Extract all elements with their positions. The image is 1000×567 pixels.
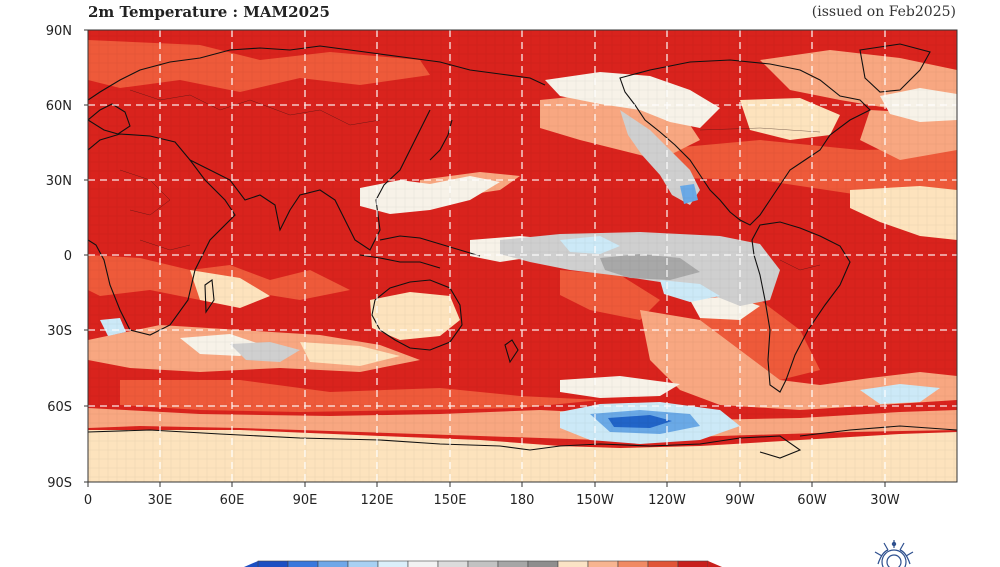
colorbar-swatch bbox=[617, 560, 649, 567]
colorbar-right-arrow bbox=[708, 561, 722, 567]
colorbar-swatch bbox=[287, 560, 319, 567]
colorbar-swatch bbox=[377, 560, 409, 567]
colorbar bbox=[244, 560, 722, 567]
map-title: 2m Temperature : MAM2025 bbox=[88, 3, 330, 21]
lon-label-150e: 150E bbox=[433, 493, 466, 508]
lon-label-90e: 90E bbox=[293, 493, 318, 508]
lat-label-0: 0 bbox=[64, 249, 72, 264]
lat-label-90s: 90S bbox=[47, 476, 72, 491]
lon-label-60e: 60E bbox=[220, 493, 245, 508]
wmo-emblem-icon bbox=[874, 540, 914, 567]
colorbar-swatch bbox=[527, 560, 559, 567]
lon-label-90w: 90W bbox=[725, 493, 755, 508]
colorbar-left-arrow bbox=[244, 561, 258, 567]
lon-label-30w: 30W bbox=[870, 493, 900, 508]
lon-label-180: 180 bbox=[510, 493, 535, 508]
issued-date: (issued on Feb2025) bbox=[811, 4, 956, 20]
lat-label-30s: 30S bbox=[47, 324, 72, 339]
colorbar-swatch bbox=[317, 560, 349, 567]
lon-label-120w: 120W bbox=[648, 493, 686, 508]
lat-label-30n: 30N bbox=[46, 174, 72, 189]
lon-label-150w: 150W bbox=[576, 493, 614, 508]
lon-label-30e: 30E bbox=[148, 493, 173, 508]
colorbar-swatch bbox=[647, 560, 679, 567]
colorbar-swatch bbox=[407, 560, 439, 567]
lon-label-0: 0 bbox=[84, 493, 92, 508]
lat-label-60n: 60N bbox=[46, 99, 72, 114]
colorbar-swatch bbox=[257, 560, 289, 567]
lat-label-60s: 60S bbox=[47, 400, 72, 415]
colorbar-swatch bbox=[437, 560, 469, 567]
colorbar-swatch bbox=[467, 560, 499, 567]
lon-label-60w: 60W bbox=[797, 493, 827, 508]
lon-label-120e: 120E bbox=[360, 493, 393, 508]
colorbar-swatch bbox=[347, 560, 379, 567]
gridlines bbox=[88, 30, 957, 482]
colorbar-swatch bbox=[677, 560, 709, 567]
anomaly-field bbox=[88, 30, 957, 482]
lat-label-90n: 90N bbox=[46, 24, 72, 39]
colorbar-swatch bbox=[587, 560, 619, 567]
colorbar-swatch bbox=[497, 560, 529, 567]
colorbar-swatch bbox=[557, 560, 589, 567]
